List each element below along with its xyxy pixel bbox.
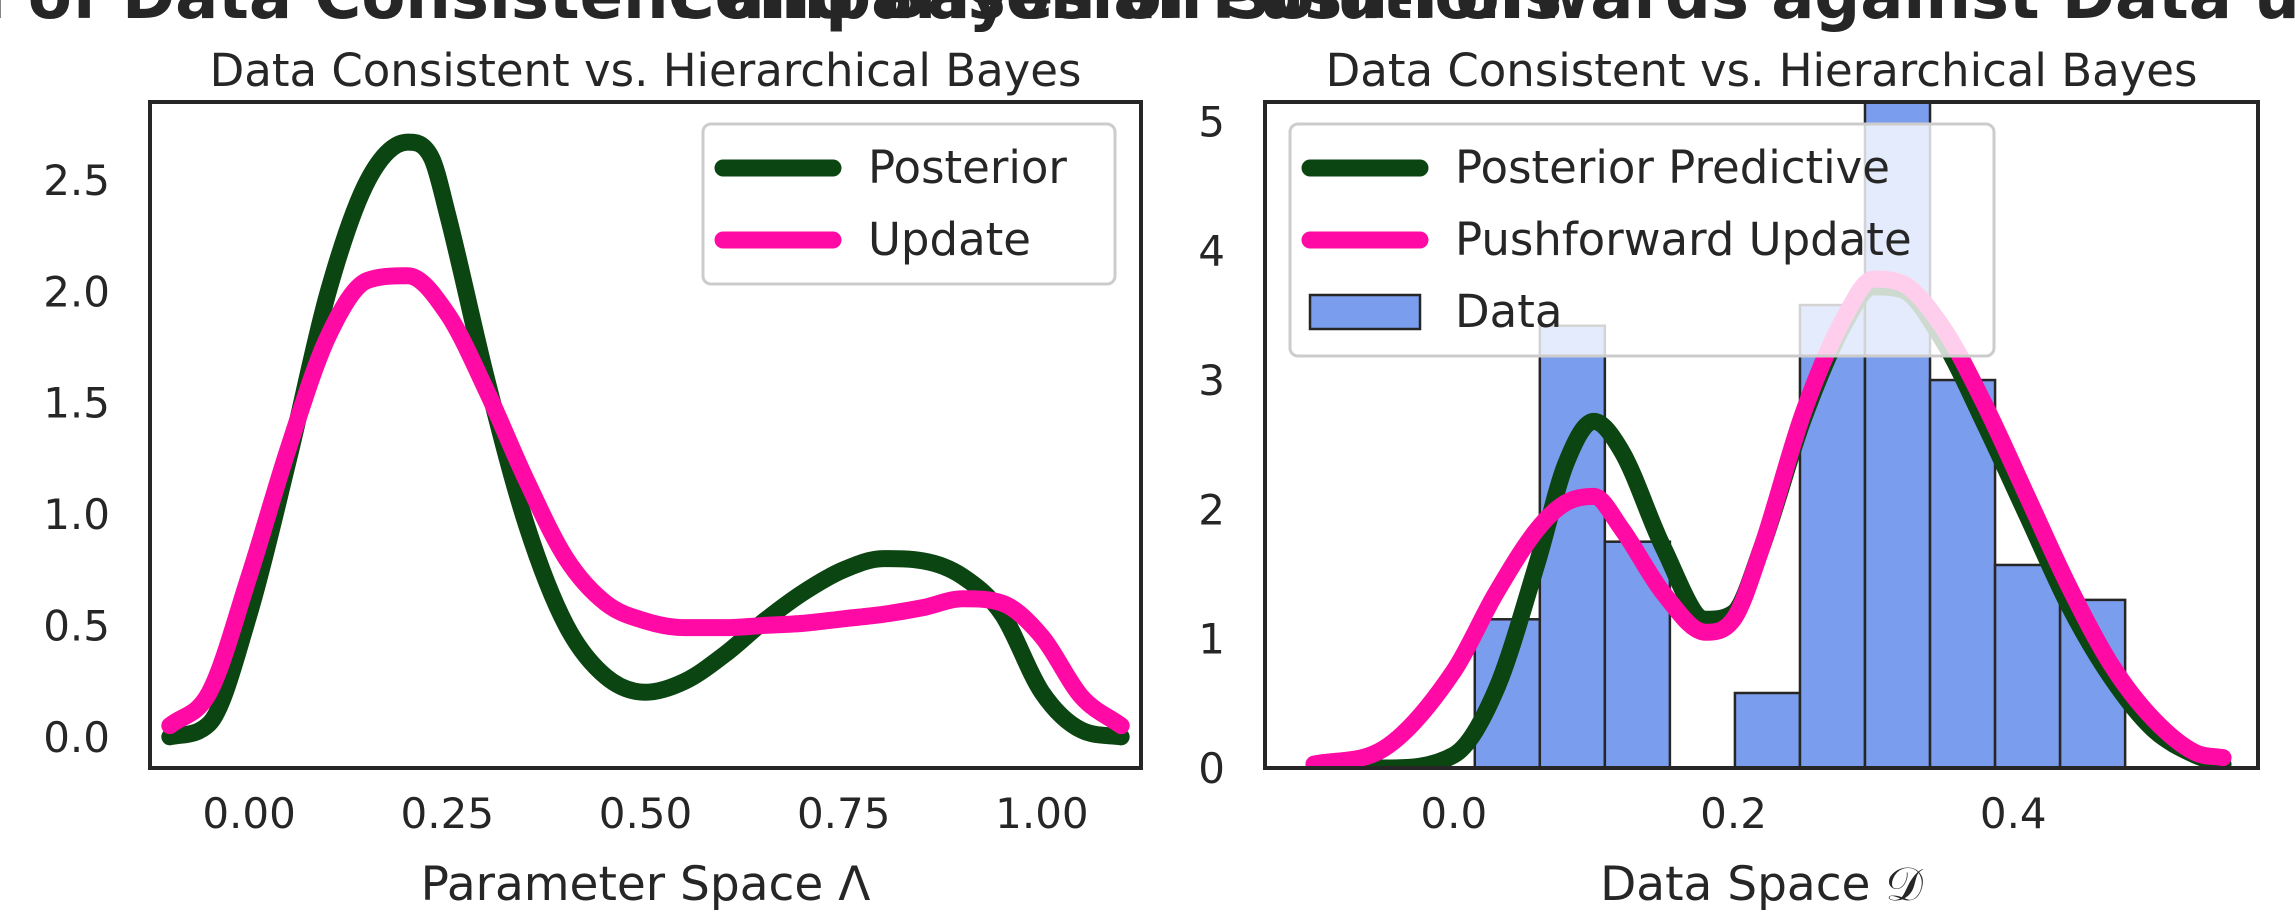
series-line [1305, 270, 2232, 768]
series-line [161, 267, 1130, 735]
x-tick-label: 0.4 [1980, 789, 2047, 838]
y-tick-label: 2 [1198, 485, 1225, 534]
x-tick-label: 0.50 [599, 789, 693, 838]
y-tick-label: 1 [1198, 615, 1225, 664]
legend-label: Posterior Predictive [1455, 141, 1890, 194]
y-tick-label: 3 [1198, 356, 1225, 405]
header-fragment-right: Comparison of Push-Forwards against Data… [668, 0, 2295, 34]
y-tick-label: 5 [1198, 97, 1225, 146]
chart-title: Data Consistent vs. Hierarchical Bayes [1326, 44, 2198, 97]
histogram-bar [1733, 691, 1802, 768]
legend-label: Pushforward Update [1455, 213, 1912, 266]
chart-parameter-space: Data Consistent vs. Hierarchical Bayes 0.… [43, 44, 1143, 912]
histogram-bar [1993, 563, 2062, 768]
legend-label: Posterior [868, 141, 1067, 194]
x-tick-label: 0.2 [1700, 789, 1767, 838]
y-tick-label: 1.5 [43, 379, 110, 428]
x-tick-label: 0.00 [202, 789, 296, 838]
legend-patch-swatch [1308, 293, 1422, 331]
y-tick-label: 1.0 [43, 490, 110, 539]
plot-area [161, 133, 1130, 746]
histogram-bar [1538, 324, 1607, 768]
legend-box [1288, 122, 1996, 358]
axes-frame [148, 100, 1143, 770]
y-tick-label: 2.5 [43, 156, 110, 205]
legend-label: Data [1455, 285, 1562, 338]
x-tick-label: 1.00 [995, 789, 1089, 838]
axes-frame [1263, 100, 2260, 770]
y-tick-label: 0.0 [43, 713, 110, 762]
x-tick-label: 0.25 [401, 789, 495, 838]
chart-data-space: Data Consistent vs. Hierarchical Bayes 0.… [1198, 44, 2260, 912]
y-tick-label: 0.5 [43, 601, 110, 650]
y-tick-label: 2.0 [43, 267, 110, 316]
plot-area [1305, 102, 2232, 768]
chart-title: Data Consistent vs. Hierarchical Bayes [210, 44, 1082, 97]
x-axis-label: Data Space 𝒟 [1600, 857, 1923, 912]
y-tick-label: 0 [1198, 744, 1225, 793]
x-tick-label: 0.0 [1420, 789, 1487, 838]
legend-label: Update [868, 213, 1031, 266]
x-tick-label: 0.75 [797, 789, 891, 838]
header-fragment-left: Comparison of Data Consistent and Bayesi… [0, 0, 1562, 34]
x-axis-label: Parameter Space Λ [421, 857, 871, 912]
y-tick-label: 4 [1198, 227, 1225, 276]
